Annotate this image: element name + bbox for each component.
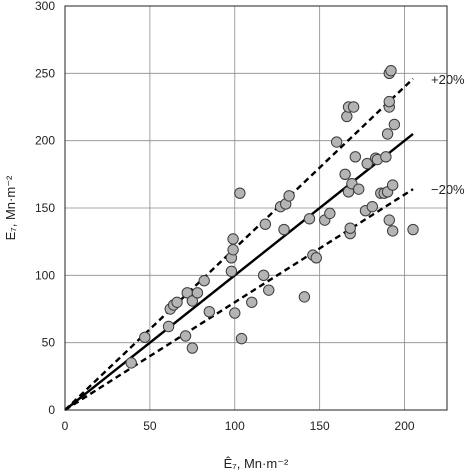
data-point: [339, 168, 351, 181]
data-point: [388, 118, 401, 131]
y-axis-title: E₇, Mn·m⁻²: [3, 175, 18, 240]
x-tick-label: 0: [62, 419, 69, 433]
y-tick-label: 250: [35, 66, 55, 80]
data-point: [283, 190, 295, 202]
data-point: [186, 295, 199, 307]
y-tick-label: 300: [35, 0, 55, 13]
data-point: [203, 305, 216, 318]
data-point: [380, 151, 392, 163]
annotation-plus-20: +20%: [431, 72, 465, 87]
y-tick-label: 200: [35, 134, 55, 148]
data-point: [162, 320, 175, 333]
annotation-minus-20: −20%: [431, 182, 465, 197]
data-point: [383, 214, 395, 226]
data-point: [324, 207, 336, 220]
tick-labels: 0 50 100 150 200 0 50 100 150 200 250 300: [35, 0, 415, 433]
data-point: [179, 330, 192, 342]
data-point: [353, 183, 365, 195]
data-point: [246, 296, 258, 308]
data-point: [125, 357, 137, 369]
data-point: [227, 233, 239, 245]
data-point: [386, 179, 399, 191]
data-point: [310, 252, 322, 264]
data-point: [259, 218, 272, 230]
data-point: [383, 95, 395, 108]
data-point: [407, 223, 419, 236]
data-point: [366, 200, 378, 213]
y-tick-label: 150: [35, 201, 55, 215]
data-point: [191, 287, 204, 299]
data-point: [278, 223, 290, 236]
data-point: [303, 213, 316, 225]
reference-line-−20%: [64, 188, 414, 412]
data-point: [330, 136, 343, 148]
y-tick-label: 100: [35, 268, 55, 282]
data-point: [385, 64, 397, 77]
data-point: [298, 291, 311, 303]
data-point: [347, 101, 360, 113]
x-tick-label: 100: [225, 419, 245, 433]
data-point: [234, 187, 246, 199]
data-point: [229, 307, 241, 319]
data-point: [227, 244, 239, 256]
plot-frame: [64, 5, 448, 411]
data-point: [386, 225, 399, 237]
x-axis-title: Ê₇, Mn·m⁻²: [224, 456, 289, 471]
data-point: [235, 332, 248, 345]
reference-line-equality: [64, 132, 414, 411]
x-tick-label: 150: [310, 419, 330, 433]
data-point: [341, 110, 353, 123]
data-point: [263, 284, 275, 296]
data-point: [225, 265, 238, 277]
x-tick-label: 50: [143, 419, 157, 433]
y-tick-label: 0: [48, 403, 55, 417]
reference-line-+20%: [64, 77, 414, 411]
data-point: [361, 157, 373, 170]
data-point: [198, 275, 210, 287]
reference-lines: [64, 77, 414, 412]
data-point: [139, 331, 151, 343]
data-point: [344, 222, 356, 234]
data-point: [381, 128, 394, 140]
y-tick-label: 50: [42, 336, 56, 350]
data-points: [125, 64, 419, 369]
data-point: [349, 151, 362, 163]
data-point: [257, 269, 270, 282]
x-tick-label: 200: [395, 419, 415, 433]
data-point: [171, 296, 183, 308]
data-point: [186, 342, 199, 354]
